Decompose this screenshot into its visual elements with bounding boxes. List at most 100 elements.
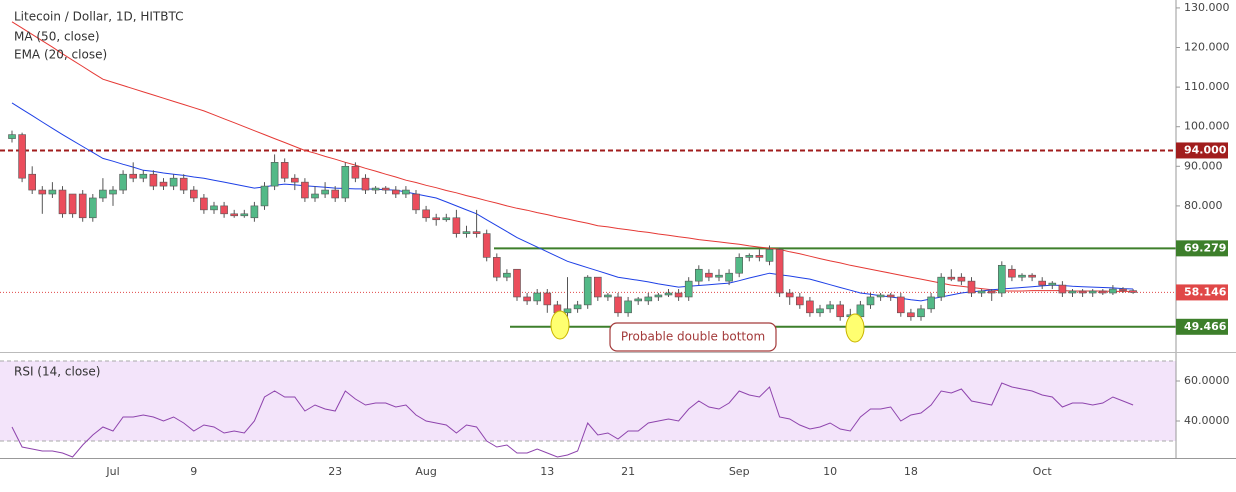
candle-body <box>876 294 885 298</box>
candle-body <box>1088 290 1097 294</box>
candle-body <box>927 296 935 310</box>
candle-body <box>149 173 158 187</box>
candle-body <box>129 173 137 179</box>
candle-body <box>967 280 976 294</box>
level-label-box <box>1176 318 1228 335</box>
y-tick-label: 90.000 <box>1184 159 1223 172</box>
level-label: 94.000 <box>1184 143 1227 156</box>
candle-body <box>381 187 390 191</box>
candle-body <box>1068 290 1077 294</box>
candle-body <box>1008 268 1016 278</box>
candle-body <box>907 312 915 318</box>
candle-body <box>886 294 895 298</box>
x-tick-label: Oct <box>1033 465 1053 478</box>
candle-body <box>109 189 117 195</box>
candle-body <box>816 308 824 314</box>
level-label: 69.279 <box>1184 241 1226 254</box>
candle-body <box>1109 288 1117 294</box>
y-tick-label: 100.000 <box>1184 120 1230 133</box>
x-tick-label: 18 <box>904 465 918 478</box>
level-label-box <box>1176 284 1228 301</box>
candle-body <box>402 189 410 195</box>
x-tick-label: 13 <box>540 465 554 478</box>
y-tick-label: 130.000 <box>1184 1 1230 14</box>
grid <box>0 360 1176 442</box>
candle-body <box>210 205 218 211</box>
candle-body <box>280 162 289 179</box>
candle-body <box>523 296 531 302</box>
candle-body <box>806 300 814 314</box>
candle-body <box>987 290 996 294</box>
candle-body <box>634 298 643 302</box>
candle-body <box>200 197 208 211</box>
candle-body <box>321 189 329 195</box>
candle-body <box>18 134 26 179</box>
candle-body <box>169 177 178 187</box>
candle-body <box>573 304 582 310</box>
candle-body <box>1028 274 1036 278</box>
x-tick-label: 23 <box>328 465 342 478</box>
candle-body <box>533 292 542 302</box>
candle-body <box>1038 280 1046 286</box>
candle-body <box>997 264 1006 294</box>
candle-body <box>745 255 754 258</box>
candle-body <box>1018 274 1026 278</box>
candle-body <box>684 280 693 298</box>
x-tick-label: 9 <box>190 465 197 478</box>
candle-body <box>735 257 744 274</box>
candle-body <box>139 173 148 179</box>
candle-body <box>270 162 279 187</box>
candle-body <box>785 292 794 298</box>
candle-body <box>361 177 370 191</box>
candle-body <box>78 193 87 219</box>
candle-body <box>220 205 228 215</box>
candle-body <box>795 296 804 306</box>
x-tick-label: Aug <box>415 465 436 478</box>
candle-body <box>513 268 521 298</box>
legend-entry: MA (50, close) <box>14 30 100 44</box>
y-tick-label: 80.000 <box>1184 199 1223 212</box>
candle-body <box>836 304 845 318</box>
candle-body <box>725 272 733 282</box>
candle-body <box>826 304 834 310</box>
indicator-line <box>11 102 1134 302</box>
candle-body <box>503 272 511 278</box>
marks <box>8 21 1137 458</box>
annotation-box <box>609 322 777 352</box>
candle-body <box>937 276 946 298</box>
candle-body <box>28 173 37 191</box>
candle-body <box>230 213 238 217</box>
candle-body <box>452 217 461 234</box>
candle-body <box>957 276 966 282</box>
rsi-label: RSI (14, close) <box>14 365 100 379</box>
legend-entry: EMA (20, close) <box>14 48 107 62</box>
candle-body <box>422 209 430 219</box>
candle-body <box>593 276 602 298</box>
candle-body <box>442 217 451 221</box>
candle-body <box>1099 290 1107 294</box>
candle-body <box>1078 290 1087 294</box>
candle-body <box>48 189 57 195</box>
candle-body <box>341 165 350 199</box>
candle-body <box>119 173 127 191</box>
candle-body <box>482 233 491 258</box>
candle-body <box>624 300 632 314</box>
candle-body <box>38 189 47 195</box>
candle-body <box>311 193 319 199</box>
candle-body <box>492 257 501 278</box>
candle-body <box>1048 282 1057 286</box>
level-label-box <box>1176 240 1228 257</box>
candle-body <box>896 296 905 314</box>
candle-body <box>664 292 673 296</box>
level-label-box <box>1176 142 1228 159</box>
chart-title: Litecoin / Dollar, 1D, HITBTC <box>14 10 183 24</box>
candle-body <box>8 134 16 139</box>
candle-body <box>604 294 612 298</box>
candle-body <box>240 213 249 217</box>
rsi-tick-label: 60.0000 <box>1184 374 1230 387</box>
candle-body <box>644 296 653 302</box>
candle-body <box>290 177 299 183</box>
x-tick-label: Sep <box>729 465 750 478</box>
candle-body <box>301 181 309 199</box>
